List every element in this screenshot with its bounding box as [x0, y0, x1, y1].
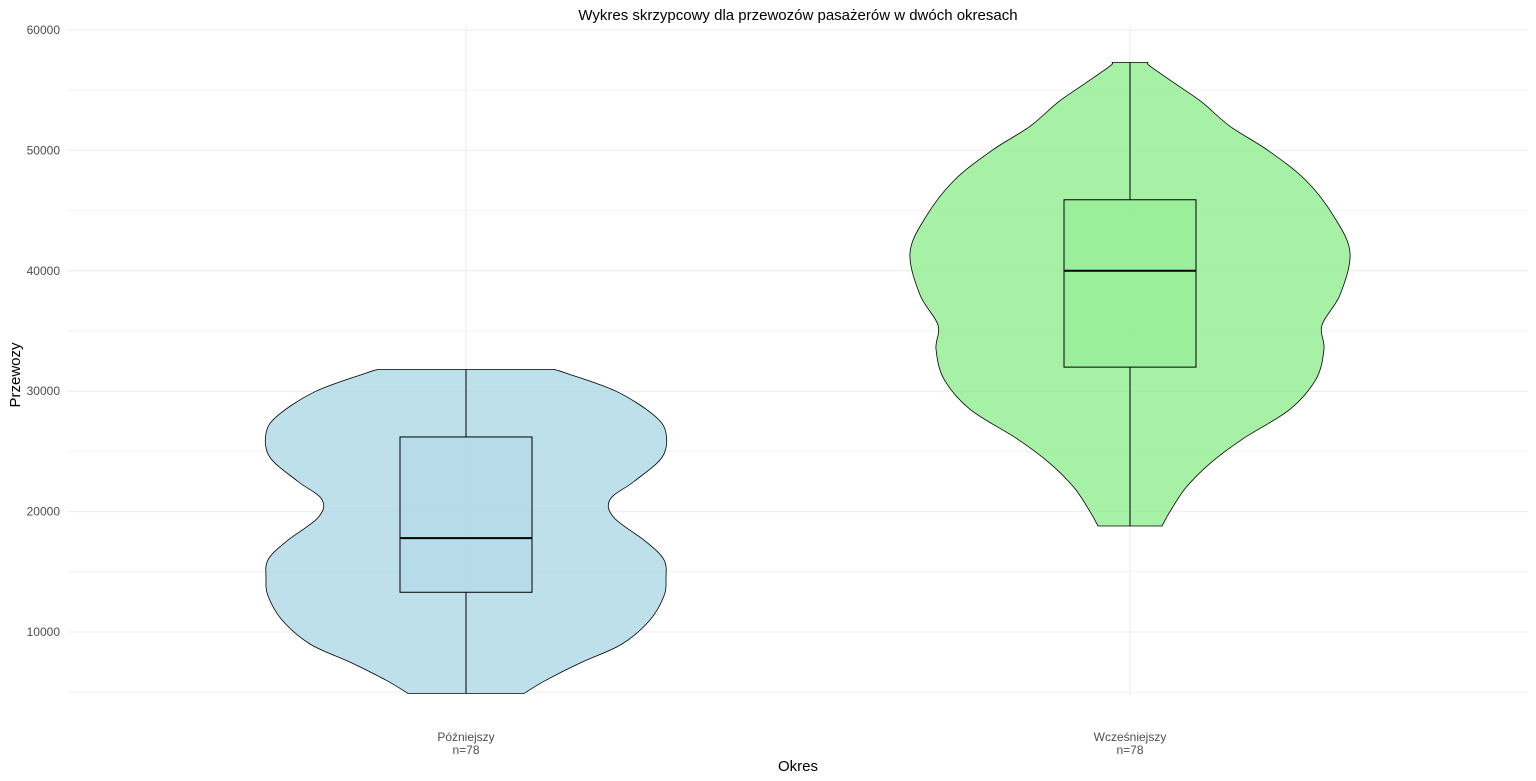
chart-title: Wykres skrzypcowy dla przewozów pasażeró…: [578, 7, 1017, 24]
y-tick-label: 10000: [27, 625, 61, 639]
y-tick-label: 30000: [27, 384, 61, 398]
box: [399, 436, 533, 593]
x-tick-count-label: n=78: [1116, 743, 1143, 757]
y-tick-label: 40000: [27, 264, 61, 278]
x-tick-label: Późniejszy: [437, 730, 494, 744]
x-axis-title: Okres: [778, 758, 818, 775]
y-axis-title: Przewozy: [7, 342, 24, 408]
y-tick-label: 60000: [27, 23, 61, 37]
y-tick-label: 50000: [27, 143, 61, 157]
y-axis-ticks: 10000 20000 30000 40000 50000 60000: [27, 23, 61, 639]
x-tick-label: Wcześniejszy: [1094, 730, 1167, 744]
violins: [264, 62, 1351, 694]
x-tick-count-label: n=78: [452, 743, 479, 757]
box: [1063, 199, 1197, 368]
y-tick-label: 20000: [27, 505, 61, 519]
